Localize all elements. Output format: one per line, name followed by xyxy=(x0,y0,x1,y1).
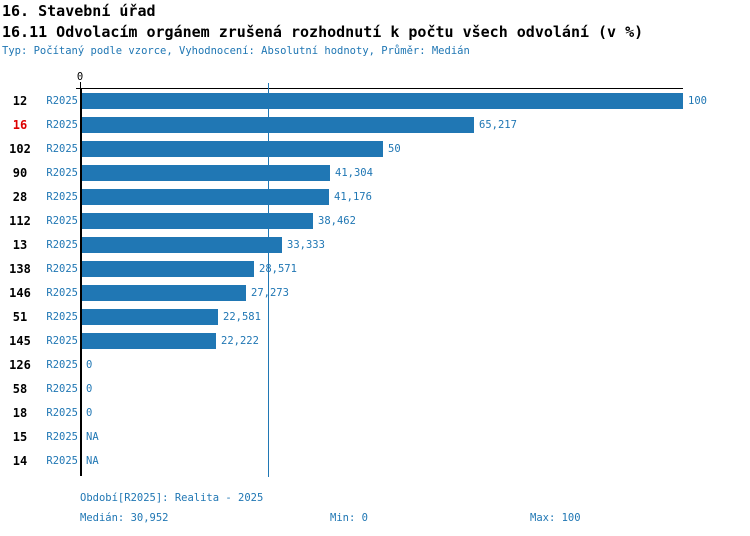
row-value-label: 38,462 xyxy=(318,215,356,227)
row-series-label: R2025 xyxy=(46,239,78,251)
footer-median: Medián: 30,952 xyxy=(80,512,169,524)
row-id-label: 28 xyxy=(12,190,28,204)
row-value-label: 22,222 xyxy=(221,335,259,347)
x-axis-zero-tick xyxy=(80,82,81,88)
row-series-label: R2025 xyxy=(46,287,78,299)
value-bar xyxy=(82,237,282,253)
row-series-label: R2025 xyxy=(46,383,78,395)
chart-row: 126 R2025 0 xyxy=(0,353,750,377)
row-value-label: NA xyxy=(86,431,99,443)
row-value-label: 22,581 xyxy=(223,311,261,323)
median-reference-line xyxy=(268,83,269,477)
chart-row: 58 R2025 0 xyxy=(0,377,750,401)
value-bar xyxy=(82,165,330,181)
row-series-label: R2025 xyxy=(46,311,78,323)
row-id-label: 145 xyxy=(9,334,31,348)
page-title: 16. Stavební úřad xyxy=(2,2,156,20)
chart-row: 138 R2025 28,571 xyxy=(0,257,750,281)
row-id-label: 51 xyxy=(12,310,28,324)
row-series-label: R2025 xyxy=(46,407,78,419)
row-value-label: 27,273 xyxy=(251,287,289,299)
row-series-label: R2025 xyxy=(46,119,78,131)
chart-row: 16 R2025 65,217 xyxy=(0,113,750,137)
row-id-label: 58 xyxy=(12,382,28,396)
row-series-label: R2025 xyxy=(46,167,78,179)
row-value-label: 65,217 xyxy=(479,119,517,131)
row-id-label: 138 xyxy=(9,262,31,276)
chart-row: 18 R2025 0 xyxy=(0,401,750,425)
chart-row: 14 R2025 NA xyxy=(0,449,750,473)
row-value-label: 41,176 xyxy=(334,191,372,203)
y-axis-line xyxy=(80,88,82,476)
row-id-label: 15 xyxy=(12,430,28,444)
row-id-label: 90 xyxy=(12,166,28,180)
x-axis-zero-tick-label: 0 xyxy=(76,71,84,83)
chart-row: 146 R2025 27,273 xyxy=(0,281,750,305)
row-id-label: 18 xyxy=(12,406,28,420)
row-series-label: R2025 xyxy=(46,215,78,227)
chart-row: 28 R2025 41,176 xyxy=(0,185,750,209)
value-bar xyxy=(82,261,254,277)
chart-row: 90 R2025 41,304 xyxy=(0,161,750,185)
chart-row: 15 R2025 NA xyxy=(0,425,750,449)
footer-period: Období[R2025]: Realita - 2025 xyxy=(80,492,264,504)
row-value-label: 28,571 xyxy=(259,263,297,275)
row-series-label: R2025 xyxy=(46,431,78,443)
value-bar xyxy=(82,333,216,349)
row-series-label: R2025 xyxy=(46,335,78,347)
footer-min: Min: 0 xyxy=(330,512,368,524)
row-series-label: R2025 xyxy=(46,95,78,107)
chart-row: 102 R2025 50 xyxy=(0,137,750,161)
row-id-label: 112 xyxy=(9,214,31,228)
value-bar xyxy=(82,189,329,205)
row-value-label: 0 xyxy=(86,359,93,371)
value-bar xyxy=(82,309,218,325)
value-bar xyxy=(82,285,246,301)
chart-row: 145 R2025 22,222 xyxy=(0,329,750,353)
chart-meta-line: Typ: Počítaný podle vzorce, Vyhodnocení:… xyxy=(2,45,470,57)
value-bar xyxy=(82,117,474,133)
row-series-label: R2025 xyxy=(46,263,78,275)
row-value-label: 0 xyxy=(86,407,93,419)
row-id-label: 14 xyxy=(12,454,28,468)
row-value-label: 41,304 xyxy=(335,167,373,179)
row-id-label: 13 xyxy=(12,238,28,252)
row-id-label: 126 xyxy=(9,358,31,372)
value-bar xyxy=(82,141,383,157)
row-value-label: NA xyxy=(86,455,99,467)
chart-row: 13 R2025 33,333 xyxy=(0,233,750,257)
chart-row: 51 R2025 22,581 xyxy=(0,305,750,329)
row-id-label: 146 xyxy=(9,286,31,300)
chart-title: 16.11 Odvolacím orgánem zrušená rozhodnu… xyxy=(2,23,644,41)
value-bar xyxy=(82,93,683,109)
row-value-label: 50 xyxy=(388,143,401,155)
row-id-label: 102 xyxy=(9,142,31,156)
chart-row: 112 R2025 38,462 xyxy=(0,209,750,233)
row-series-label: R2025 xyxy=(46,359,78,371)
row-series-label: R2025 xyxy=(46,143,78,155)
row-value-label: 100 xyxy=(688,95,707,107)
chart-row: 12 R2025 100 xyxy=(0,89,750,113)
value-bar xyxy=(82,213,313,229)
footer-max: Max: 100 xyxy=(530,512,581,524)
x-axis-line xyxy=(76,88,683,89)
row-series-label: R2025 xyxy=(46,191,78,203)
row-id-label: 16 xyxy=(12,118,28,132)
row-id-label: 12 xyxy=(12,94,28,108)
row-value-label: 33,333 xyxy=(287,239,325,251)
row-series-label: R2025 xyxy=(46,455,78,467)
row-value-label: 0 xyxy=(86,383,93,395)
